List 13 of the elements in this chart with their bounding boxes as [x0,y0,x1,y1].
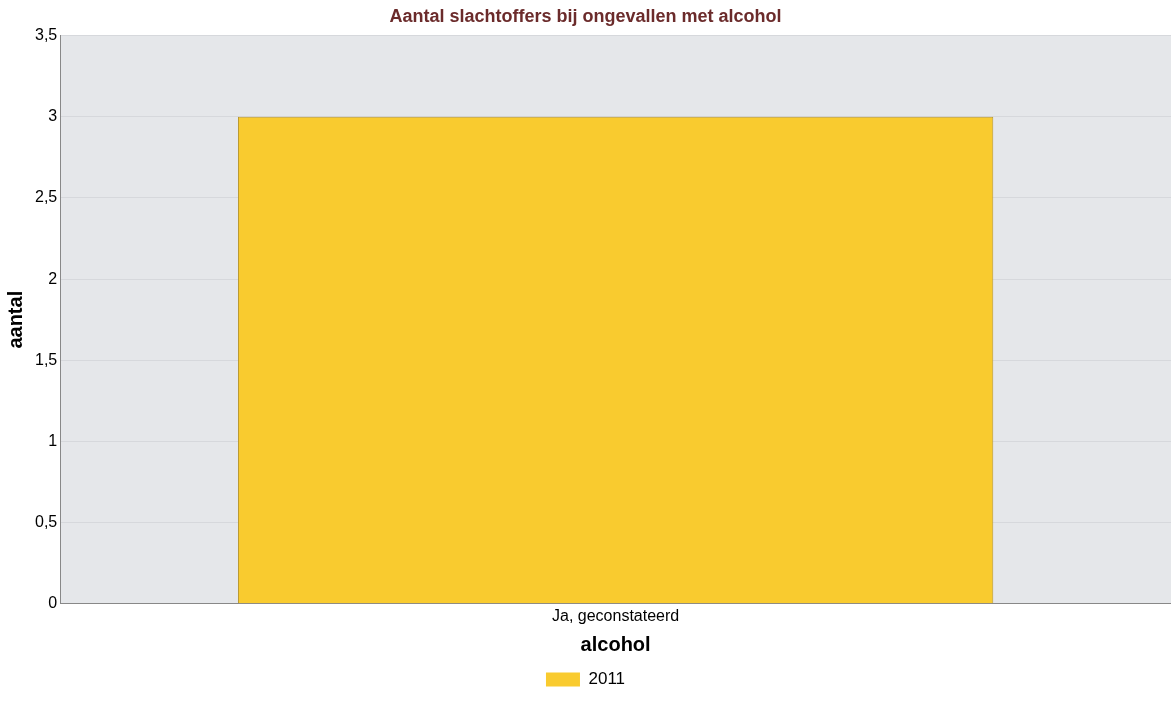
y-tick-label: 1,5 [34,350,58,368]
legend-label: 2011 [588,669,626,689]
x-tick-label: Ja, geconstateerd [552,606,680,624]
y-tick-label: 2,5 [34,188,58,206]
y-tick-label: 0,5 [34,513,58,531]
y-tick-label: 2 [48,269,58,287]
y-tick-label: 1 [48,431,58,449]
x-axis-title: alcohol [580,632,651,655]
y-tick-label: 0 [48,594,58,612]
y-axis-title: aantal [3,290,26,349]
y-tick-label: 3,5 [34,26,58,44]
y-tick-label: 3 [48,107,58,125]
chart-title: Aantal slachtoffers bij ongevallen met alcohol [389,5,782,26]
